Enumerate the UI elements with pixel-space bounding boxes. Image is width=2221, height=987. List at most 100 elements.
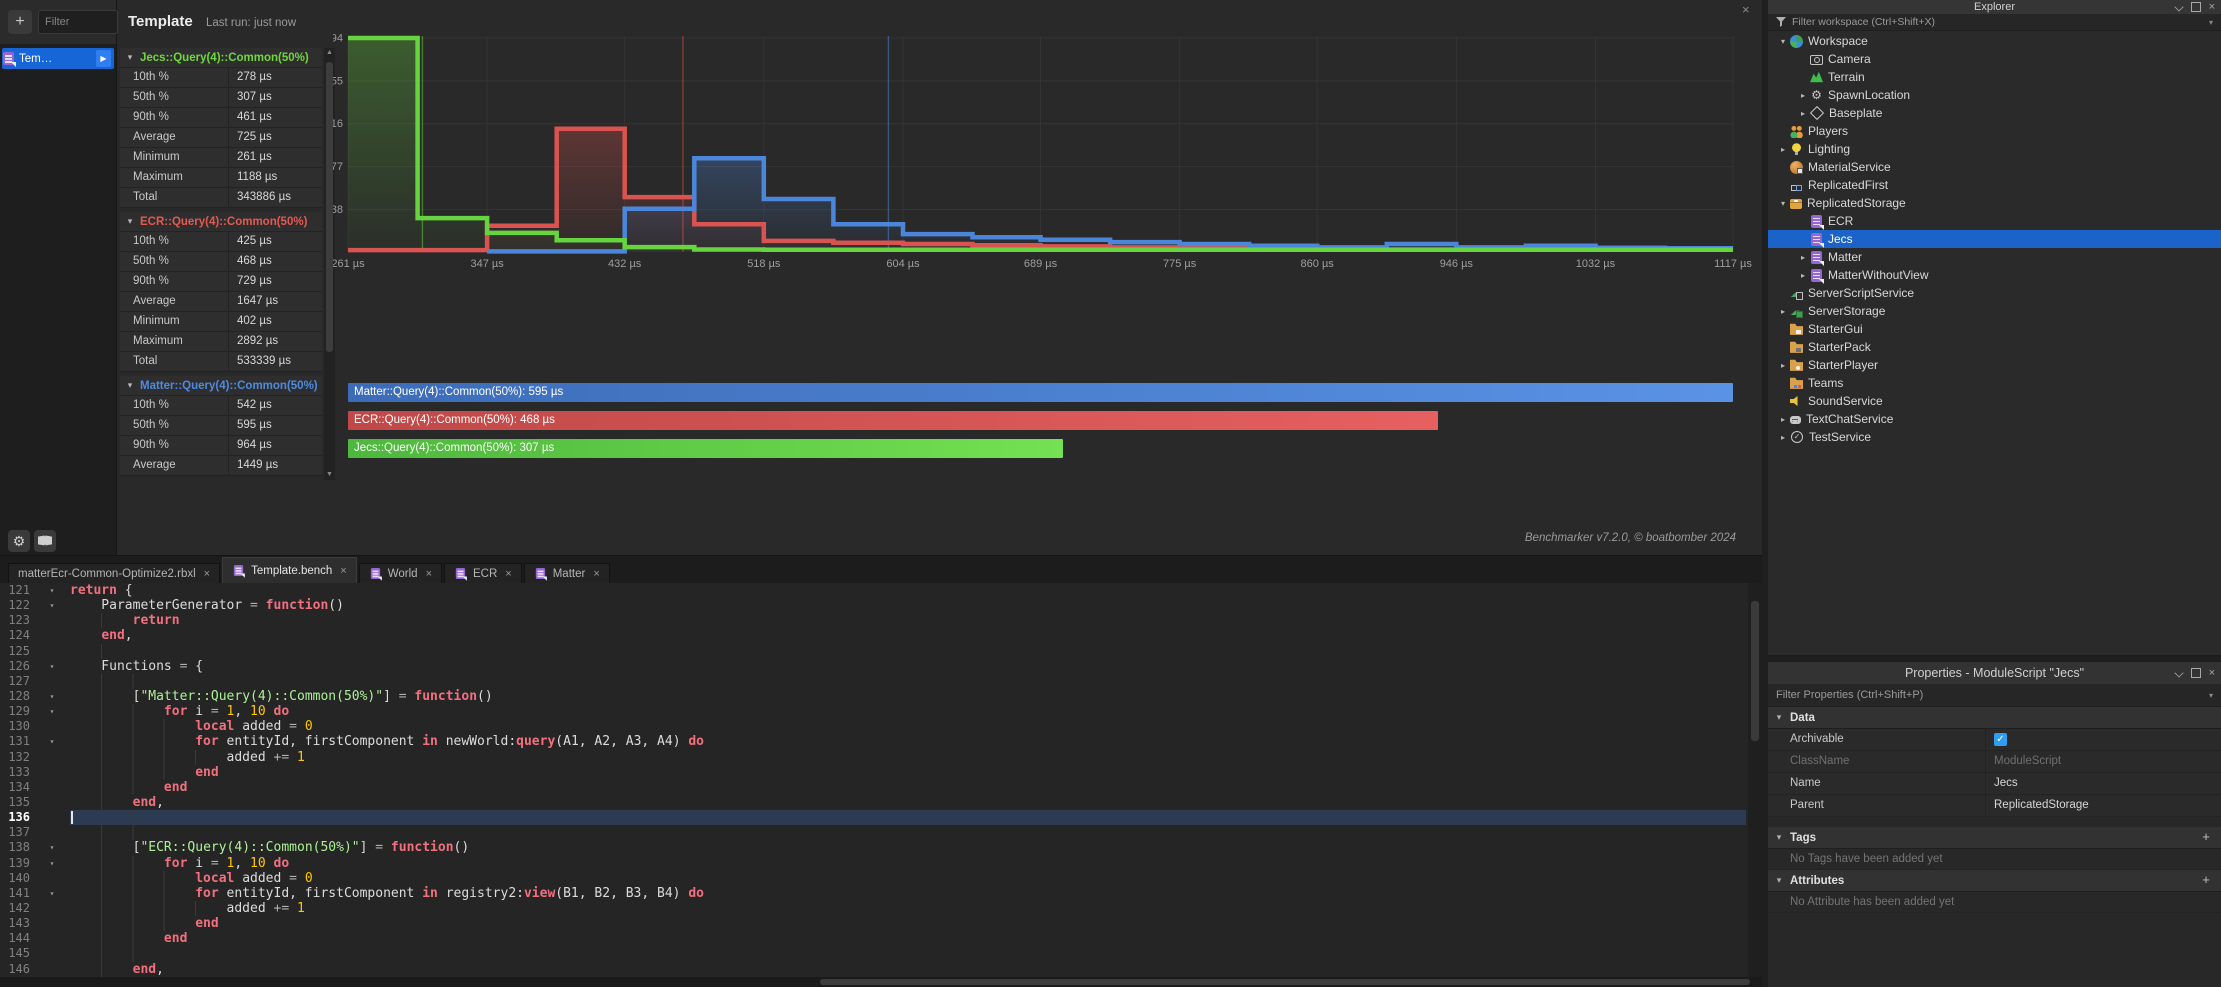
tab-template-bench[interactable]: Template.bench × (222, 557, 357, 583)
code-line-140[interactable]: 140 local added = 0 (0, 870, 1762, 886)
tab-ecr[interactable]: ECR × (444, 563, 522, 583)
fold-arrow-icon[interactable]: ▾ (49, 691, 55, 701)
close-icon[interactable]: × (203, 567, 211, 580)
tree-item-baseplate[interactable]: ▸ Baseplate (1768, 104, 2221, 122)
code-line-136[interactable]: 136 (0, 810, 1762, 826)
tree-item-matter[interactable]: ▸ Matter (1768, 248, 2221, 266)
section-header-attributes[interactable]: ▾ Attributes + (1768, 870, 2221, 892)
tree-item-workspace[interactable]: ▾ Workspace (1768, 32, 2221, 50)
tree-item-replicatedfirst[interactable]: ReplicatedFirst (1768, 176, 2221, 194)
fold-arrow-icon[interactable]: ▾ (49, 737, 55, 747)
fold-arrow-icon[interactable]: ▾ (49, 858, 55, 868)
tree-item-teams[interactable]: Teams (1768, 374, 2221, 392)
fold-arrow-icon[interactable]: ▾ (49, 586, 55, 595)
code-line-131[interactable]: 131 ▾ for entityId, firstComponent in new… (0, 734, 1762, 750)
code-line-125[interactable]: 125 (0, 643, 1762, 659)
close-icon[interactable]: × (593, 567, 600, 580)
code-line-122[interactable]: 122 ▾ ParameterGenerator = function() (0, 598, 1762, 613)
chevron-right-icon[interactable]: ▸ (1800, 270, 1805, 280)
code-line-141[interactable]: 141 ▾ for entityId, firstComponent in reg… (0, 885, 1762, 901)
fold-arrow-icon[interactable]: ▾ (49, 707, 55, 717)
editor-vertical-scrollbar[interactable] (1748, 583, 1762, 977)
script-editor[interactable]: 121 ▾ return {122 ▾ ParameterGenerator = fu… (0, 583, 1762, 977)
code-line-143[interactable]: 143 end (0, 916, 1762, 932)
tree-item-testservice[interactable]: ▸ ✓ TestService (1768, 428, 2221, 446)
settings-button[interactable]: ⚙ (8, 530, 30, 552)
chevron-down-icon[interactable]: ▾ (127, 52, 133, 62)
tree-item-startergui[interactable]: StarterGui (1768, 320, 2221, 338)
chevron-down-icon[interactable]: ▾ (1776, 832, 1782, 842)
scroll-up-icon[interactable]: ▲ (326, 49, 333, 56)
chevron-right-icon[interactable]: ▸ (1780, 144, 1785, 154)
property-value[interactable]: ✓ (1986, 729, 2221, 750)
chevron-down-icon[interactable]: ▾ (2208, 17, 2213, 27)
chevron-down-icon[interactable] (2174, 668, 2184, 678)
code-line-129[interactable]: 129 ▾ for i = 1, 10 do (0, 704, 1762, 720)
stat-group-header[interactable]: ▾ ECR::Query(4)::Common(50%) (120, 212, 322, 232)
code-line-124[interactable]: 124 end, (0, 628, 1762, 643)
tree-item-camera[interactable]: Camera (1768, 50, 2221, 68)
popout-icon[interactable] (2190, 2, 2201, 12)
chevron-down-icon[interactable]: ▾ (1776, 712, 1782, 722)
fold-arrow-icon[interactable]: ▾ (49, 601, 55, 611)
chevron-down-icon[interactable] (2174, 2, 2184, 12)
code-line-135[interactable]: 135 end, (0, 794, 1762, 811)
close-icon[interactable]: × (2208, 667, 2215, 679)
stat-group-header[interactable]: ▾ Jecs::Query(4)::Common(50%) (120, 48, 322, 68)
code-line-127[interactable]: 127 (0, 673, 1762, 689)
fold-arrow-icon[interactable]: ▾ (49, 661, 55, 671)
chevron-right-icon[interactable]: ▸ (1780, 360, 1785, 370)
tree-item-terrain[interactable]: Terrain (1768, 68, 2221, 86)
tab-world[interactable]: World × (358, 563, 442, 583)
add-benchmark-button[interactable]: + (8, 10, 32, 34)
code-line-123[interactable]: 123 return (0, 613, 1762, 629)
chevron-right-icon[interactable]: ▸ (1800, 90, 1805, 100)
property-value[interactable]: Jecs (1994, 777, 2018, 789)
popout-icon[interactable] (2190, 668, 2201, 678)
properties-filter-input[interactable] (1776, 689, 2209, 701)
tree-item-serverscriptservice[interactable]: ☁ ServerScriptService (1768, 284, 2221, 302)
chevron-right-icon[interactable]: ▸ (1800, 252, 1805, 262)
chevron-down-icon[interactable]: ▾ (2208, 690, 2213, 700)
tree-item-serverstorage[interactable]: ▸ ☁ ServerStorage (1768, 302, 2221, 320)
property-value[interactable]: ReplicatedStorage (1994, 799, 2089, 811)
section-header-data[interactable]: ▾ Data (1768, 707, 2221, 729)
close-icon[interactable]: × (2208, 1, 2215, 13)
code-line-145[interactable]: 145 (0, 946, 1762, 962)
docs-button[interactable] (34, 530, 56, 552)
chevron-down-icon[interactable]: ▾ (1776, 875, 1782, 885)
code-line-130[interactable]: 130 local added = 0 (0, 719, 1762, 735)
tree-item-lighting[interactable]: ▸ Lighting (1768, 140, 2221, 158)
tree-item-textchatservice[interactable]: ▸ TextChatService (1768, 410, 2221, 428)
code-line-126[interactable]: 126 ▾ Functions = { (0, 659, 1762, 674)
code-line-144[interactable]: 144 end (0, 931, 1762, 947)
chevron-right-icon[interactable]: ▸ (1780, 432, 1785, 442)
add-icon[interactable]: + (2202, 872, 2210, 887)
chevron-right-icon[interactable]: ▸ (1780, 414, 1785, 424)
code-line-132[interactable]: 132 added += 1 (0, 749, 1762, 765)
stats-scrollbar-thumb[interactable] (326, 62, 333, 352)
close-icon[interactable]: × (505, 567, 512, 580)
tree-item-materialservice[interactable]: MaterialService (1768, 158, 2221, 176)
chevron-right-icon[interactable]: ▸ (1780, 306, 1785, 316)
close-icon[interactable]: × (425, 567, 432, 580)
chevron-down-icon[interactable]: ▾ (1780, 36, 1785, 46)
editor-horizontal-scrollbar[interactable] (0, 977, 1762, 987)
tree-item-replicatedstorage[interactable]: ▾ ReplicatedStorage (1768, 194, 2221, 212)
chevron-down-icon[interactable]: ▾ (1780, 198, 1785, 208)
chevron-down-icon[interactable]: ▾ (127, 216, 133, 226)
funnel-icon[interactable] (1776, 17, 1786, 27)
tree-item-starterplayer[interactable]: ▸ StarterPlayer (1768, 356, 2221, 374)
tree-item-starterpack[interactable]: StarterPack (1768, 338, 2221, 356)
close-icon[interactable]: × (340, 564, 347, 577)
checkbox-checked-icon[interactable]: ✓ (1994, 733, 2007, 746)
tree-item-soundservice[interactable]: SoundService (1768, 392, 2221, 410)
code-line-134[interactable]: 134 end (0, 779, 1762, 795)
fold-arrow-icon[interactable]: ▾ (49, 888, 55, 898)
run-benchmark-icon[interactable]: ▶ (96, 50, 111, 67)
code-line-138[interactable]: 138 ▾ ["ECR::Query(4)::Common(50%)"] = fu… (0, 840, 1762, 856)
tree-item-players[interactable]: Players (1768, 122, 2221, 140)
stat-group-header[interactable]: ▾ Matter::Query(4)::Common(50%) (120, 376, 322, 396)
code-line-139[interactable]: 139 ▾ for i = 1, 10 do (0, 855, 1762, 871)
section-header-tags[interactable]: ▾ Tags + (1768, 827, 2221, 849)
